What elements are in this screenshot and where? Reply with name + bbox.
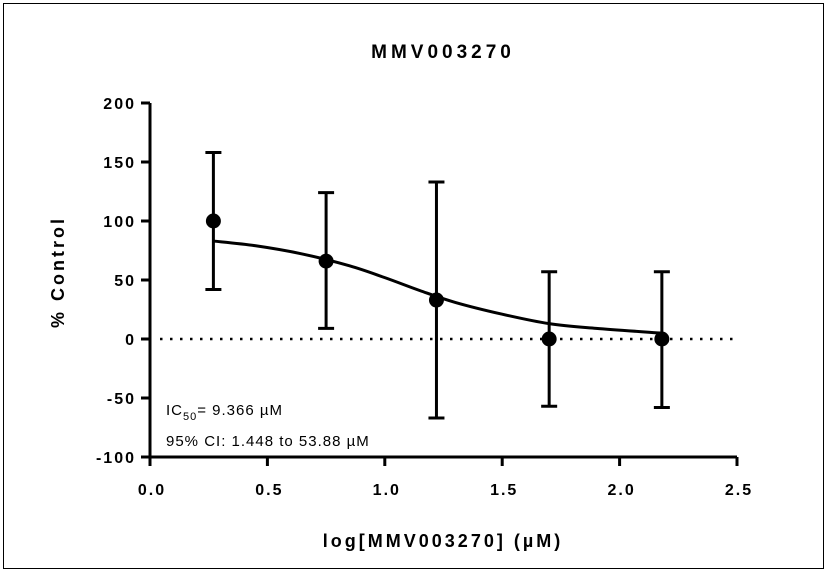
ci-annotation: 95% CI: 1.448 to 53.88 µM — [166, 433, 370, 450]
data-point — [205, 213, 221, 229]
y-axis-label: % Control — [48, 216, 68, 328]
data-points — [205, 151, 670, 420]
y-tick-label: 50 — [114, 273, 136, 290]
data-point — [428, 292, 444, 308]
fit-curve — [213, 239, 662, 335]
data-point — [318, 253, 334, 269]
chart-frame — [3, 3, 824, 569]
x-tick-label: 2.0 — [607, 482, 635, 499]
ic50-value: = 9.366 µM — [197, 402, 283, 419]
y-tick-label: -100 — [96, 450, 136, 467]
ic50-subscript: 50 — [183, 411, 197, 423]
chart-title: MMV003270 — [371, 42, 515, 63]
x-tick-label: 0.0 — [138, 482, 166, 499]
y-axis-ticks: -100 -50 0 50 100 150 200 — [96, 96, 150, 467]
data-point — [654, 331, 670, 347]
data-point — [541, 331, 557, 347]
x-tick-label: 2.5 — [725, 482, 753, 499]
y-tick-label: 100 — [103, 214, 136, 231]
y-tick-label: -50 — [107, 391, 136, 408]
x-axis-label: log[MMV003270] (µM) — [323, 531, 563, 551]
y-tick-label: 200 — [103, 96, 136, 113]
x-tick-label: 1.0 — [373, 482, 401, 499]
ic50-prefix: IC — [166, 402, 183, 419]
x-tick-label: 0.5 — [255, 482, 283, 499]
y-tick-label: 150 — [103, 155, 136, 172]
y-tick-label: 0 — [125, 332, 136, 349]
ic50-annotation: IC50= 9.366 µM — [166, 402, 283, 423]
x-tick-label: 1.5 — [490, 482, 518, 499]
x-axis-ticks: 0.0 0.5 1.0 1.5 2.0 2.5 — [138, 457, 753, 499]
